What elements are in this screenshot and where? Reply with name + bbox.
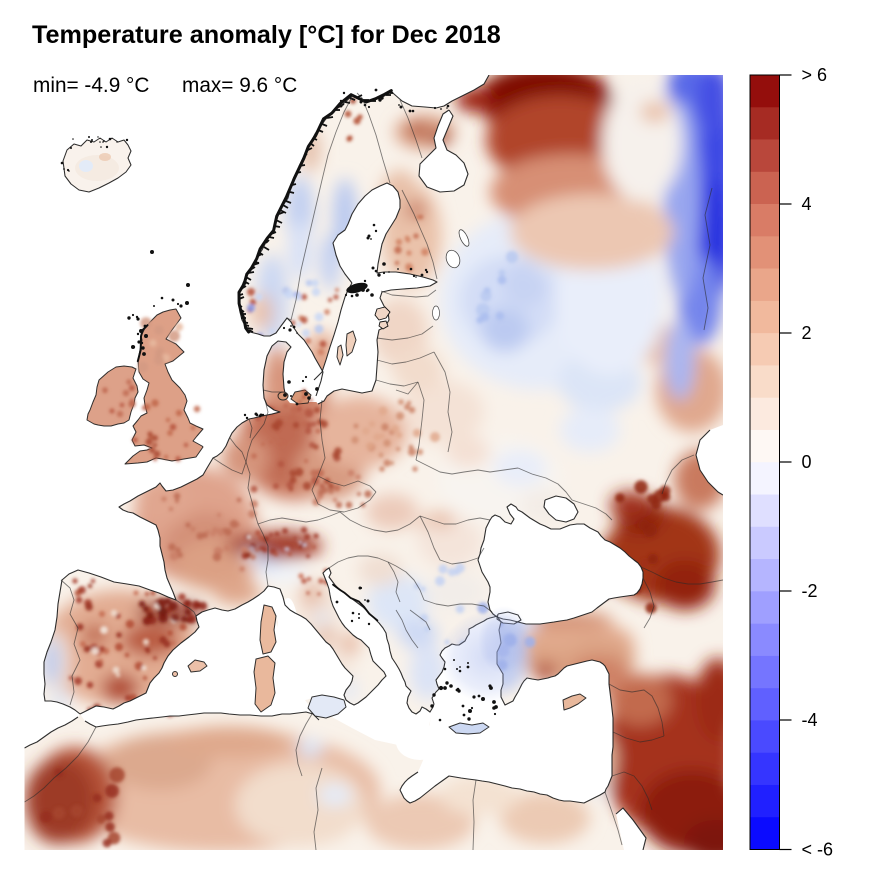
svg-text:-2: -2 (802, 581, 818, 601)
svg-text:min= -4.9 °C: min= -4.9 °C (33, 74, 149, 97)
svg-text:0: 0 (802, 452, 812, 472)
svg-text:> 6: > 6 (802, 65, 828, 85)
svg-text:2: 2 (802, 323, 812, 343)
svg-text:max= 9.6 °C: max= 9.6 °C (182, 74, 297, 97)
svg-text:4: 4 (802, 194, 812, 214)
svg-text:Temperature anomaly [°C] for D: Temperature anomaly [°C] for Dec 2018 (32, 21, 501, 49)
svg-text:-4: -4 (802, 710, 818, 730)
svg-text:< -6: < -6 (802, 840, 834, 860)
